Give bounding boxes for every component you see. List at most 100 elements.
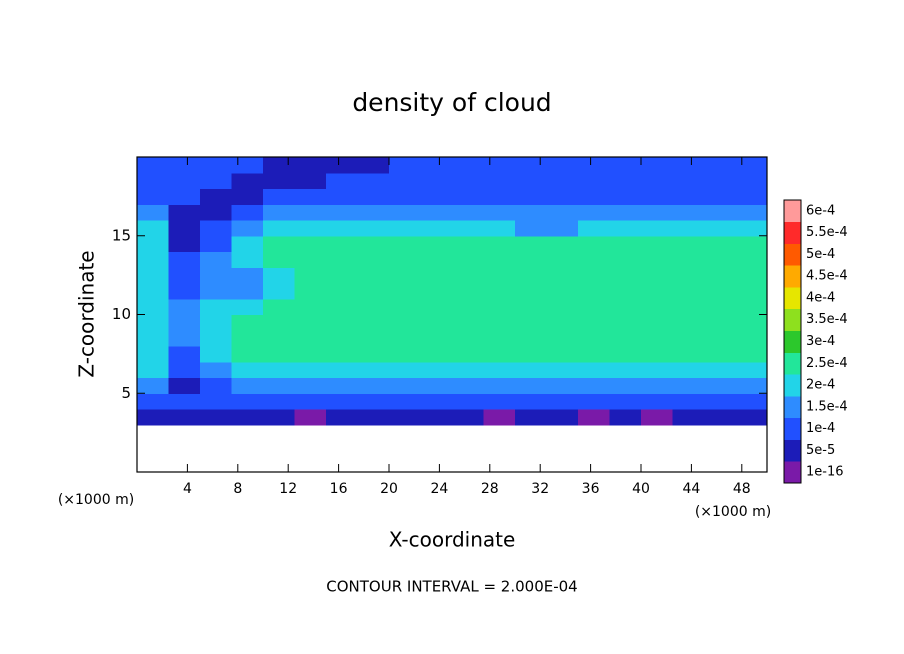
contour-cell xyxy=(137,188,170,205)
contour-cell xyxy=(546,314,579,331)
contour-cell xyxy=(326,157,359,174)
contour-cell xyxy=(704,251,737,268)
contour-cell xyxy=(578,330,611,347)
contour-cell xyxy=(326,409,359,426)
contour-cell xyxy=(389,377,422,394)
contour-cell xyxy=(578,298,611,316)
colorbar-band xyxy=(784,308,801,332)
contour-cell xyxy=(704,298,737,316)
contour-cell xyxy=(200,314,233,331)
contour-cell xyxy=(137,204,170,221)
colorbar-label: 1e-16 xyxy=(806,465,844,480)
contour-cell xyxy=(137,409,170,426)
colorbar-label: 2.5e-4 xyxy=(806,356,848,371)
contour-cell xyxy=(609,267,642,284)
contour-cell xyxy=(641,330,674,347)
contour-cell xyxy=(294,188,327,205)
contour-cell xyxy=(609,251,642,268)
contour-cell xyxy=(231,298,264,316)
contour-cell xyxy=(546,298,579,316)
contour-cell xyxy=(452,409,485,426)
contour-cell xyxy=(672,251,705,268)
contour-cell xyxy=(483,157,516,174)
contour-cell xyxy=(294,377,327,394)
contour-cell xyxy=(735,409,768,426)
contour-cell xyxy=(704,204,737,221)
contour-cell xyxy=(704,172,737,190)
contour-cell xyxy=(137,314,170,331)
x-tick-label: 28 xyxy=(481,481,499,497)
contour-cell xyxy=(389,172,422,190)
contour-cell xyxy=(735,251,768,268)
contour-cell xyxy=(168,188,201,205)
contour-cell xyxy=(168,235,201,253)
contour-cell xyxy=(641,157,674,174)
contour-cell xyxy=(420,377,453,394)
y-tick-label: 15 xyxy=(112,226,131,244)
contour-cell xyxy=(483,251,516,268)
contour-cell xyxy=(357,188,390,205)
contour-cell xyxy=(704,346,737,363)
contour-cell xyxy=(452,220,485,237)
contour-cell xyxy=(483,220,516,237)
contour-cell xyxy=(672,204,705,221)
contour-cell xyxy=(389,204,422,221)
contour-cell xyxy=(200,188,233,205)
contour-cell xyxy=(704,267,737,284)
x-tick-label: 32 xyxy=(531,481,549,497)
contour-cell xyxy=(735,283,768,300)
contour-cell xyxy=(452,298,485,316)
contour-cell xyxy=(263,346,296,363)
contour-cell xyxy=(578,220,611,237)
contour-cell xyxy=(672,377,705,394)
contour-cell xyxy=(672,409,705,426)
contour-cell xyxy=(263,220,296,237)
contour-cell xyxy=(420,157,453,174)
colorbar-band xyxy=(784,417,801,440)
contour-cell xyxy=(168,204,201,221)
contour-cell xyxy=(263,330,296,347)
contour-cell xyxy=(515,188,548,205)
contour-cell xyxy=(546,267,579,284)
contour-cell xyxy=(294,283,327,300)
contour-cell xyxy=(420,267,453,284)
field xyxy=(137,157,768,426)
contour-cell xyxy=(515,346,548,363)
colorbar-label: 5e-5 xyxy=(806,443,835,458)
contour-cell xyxy=(641,377,674,394)
contour-cell xyxy=(420,251,453,268)
contour-cell xyxy=(452,361,485,379)
contour-cell xyxy=(546,157,579,174)
x-tick-label: 44 xyxy=(682,481,700,497)
contour-cell xyxy=(483,330,516,347)
contour-cell xyxy=(578,314,611,331)
contour-cell xyxy=(389,361,422,379)
contour-cell xyxy=(200,377,233,394)
contour-cell xyxy=(546,377,579,394)
contour-cell xyxy=(263,314,296,331)
contour-cell xyxy=(452,188,485,205)
contour-cell xyxy=(735,377,768,394)
contour-cell xyxy=(483,235,516,253)
contour-cell xyxy=(263,409,296,426)
contour-cell xyxy=(168,393,201,410)
contour-cell xyxy=(546,361,579,379)
x-tick-label: 36 xyxy=(582,481,600,497)
contour-cell xyxy=(200,393,233,410)
contour-cell xyxy=(641,267,674,284)
contour-cell xyxy=(326,251,359,268)
contour-cell xyxy=(515,361,548,379)
contour-cell xyxy=(641,188,674,205)
contour-cell xyxy=(168,361,201,379)
contour-cell xyxy=(294,330,327,347)
contour-cell xyxy=(735,220,768,237)
colorbar-label: 5.5e-4 xyxy=(806,225,848,240)
contour-cell xyxy=(672,361,705,379)
contour-cell xyxy=(420,409,453,426)
contour-cell xyxy=(452,157,485,174)
contour-cell xyxy=(452,346,485,363)
contour-cell xyxy=(704,377,737,394)
contour-cell xyxy=(357,251,390,268)
contour-cell xyxy=(200,251,233,268)
